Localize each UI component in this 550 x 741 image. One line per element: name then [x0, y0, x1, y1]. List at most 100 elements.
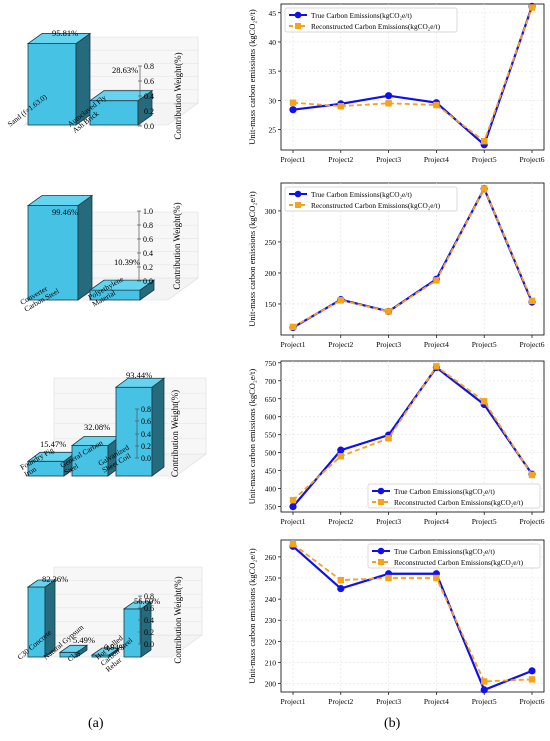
bar-top: [122, 601, 153, 610]
bar-top: [88, 279, 156, 291]
legend-label: True Carbon Emissions(kgCO₂e/t): [394, 487, 495, 496]
data-point: [337, 584, 345, 593]
y-tick-label: 700: [265, 377, 277, 386]
x-tick-label: Project3: [376, 155, 401, 164]
z-tick-label: 0.0: [143, 277, 153, 286]
x-tick-label: Project2: [328, 517, 353, 526]
legend-marker: [378, 499, 384, 505]
data-point: [433, 574, 440, 582]
y-tick-label: 250: [265, 574, 277, 583]
series-line: [292, 186, 533, 328]
bar-top: [26, 33, 92, 44]
z-tick-label: 0.8: [143, 221, 153, 230]
y-tick-label: 40: [269, 38, 277, 47]
y-axis-label: Unit-mass carbon emissions (kgCO₂e/t): [247, 9, 257, 145]
x-tick-label: Project6: [520, 697, 545, 706]
legend-label: Reconstructed Carbon Emissions(kgCO₂e/t): [311, 201, 441, 210]
bar-front: [89, 100, 139, 126]
x-tick-label: Project4: [424, 155, 449, 164]
panel-label-b: (b): [384, 716, 401, 731]
bar-data-label: 28.63%: [112, 65, 138, 75]
x-tick-label: Project4: [424, 340, 449, 349]
legend: True Carbon Emissions(kgCO₂e/t) Reconstru…: [367, 483, 541, 509]
data-point: [480, 686, 488, 694]
x-tick-label: Project3: [376, 697, 401, 706]
y-tick-label: 260: [265, 553, 277, 562]
bar-2: [70, 435, 122, 477]
x-tick-label: Project5: [472, 517, 497, 526]
bar-top: [90, 647, 121, 656]
panel-label-a: (a): [88, 716, 104, 731]
legend-marker: [294, 190, 302, 198]
legend-box: [284, 7, 458, 33]
series-line: [292, 545, 533, 692]
z-tick-label: 0.8: [144, 62, 154, 71]
x-tick-label: Project2: [328, 697, 353, 706]
bar-data-label: 0.94%: [104, 642, 126, 652]
data-point: [337, 446, 345, 454]
y-tick-label: 230: [265, 616, 277, 625]
series-line: [292, 7, 533, 143]
data-point: [289, 541, 297, 548]
z-tick-label: 0.4: [141, 430, 151, 439]
y-tick-label: 200: [265, 269, 277, 278]
bar-front: [71, 445, 109, 477]
y-tick-label: 400: [265, 485, 277, 494]
y-tick-label: 25: [269, 126, 277, 135]
bar-data-label: 5.49%: [73, 635, 95, 645]
legend-marker: [377, 547, 385, 555]
bar-top: [58, 644, 89, 653]
y-tick-label: 220: [265, 637, 277, 646]
data-point: [385, 574, 392, 582]
z-tick-label: 0.8: [141, 405, 151, 414]
y-tick-label: 600: [265, 413, 277, 422]
z-axis: 0.0 0.2 0.4 0.6 0.8 Contribution Weight(%): [138, 52, 183, 140]
y-tick-label: 240: [265, 595, 277, 604]
legend-marker: [378, 559, 384, 565]
bar-front: [27, 43, 77, 126]
legend-marker: [295, 23, 301, 29]
z-tick-label: 0.6: [144, 604, 154, 613]
bar-data-label: 95.81%: [52, 28, 78, 38]
x-tick-label: Project1: [281, 517, 306, 526]
data-point: [337, 103, 344, 110]
z-tick-label: 0.2: [144, 628, 154, 637]
bar-1: [26, 194, 94, 301]
y-tick-label: 750: [265, 359, 277, 368]
y-tick-label: 30: [269, 96, 277, 105]
legend: True Carbon Emissions(kgCO₂e/t) Reconstru…: [284, 186, 458, 212]
legend-label: True Carbon Emissions(kgCO₂e/t): [311, 190, 412, 199]
x-tick-label: Project4: [424, 697, 449, 706]
x-tick-label: Project6: [520, 517, 545, 526]
series-line: [292, 5, 534, 147]
legend-box: [367, 483, 541, 509]
data-point: [433, 363, 440, 370]
data-point: [528, 471, 536, 479]
x-tick-label: Project5: [472, 340, 497, 349]
x-tick-label: Project6: [520, 340, 545, 349]
data-point: [289, 503, 297, 511]
y-tick-label: 210: [265, 658, 277, 667]
data-point: [385, 308, 392, 315]
z-tick-label: 0.0: [144, 122, 154, 131]
z-tick-label: 0.0: [144, 640, 154, 649]
series-2: [289, 185, 536, 331]
bar-front: [115, 386, 153, 477]
line-chart-6: 350 400 450 500 550 600 650 700 750 Project1 Proje…: [247, 359, 545, 526]
x-tick-label: Project1: [281, 340, 306, 349]
bar-data-label: 10.39%: [114, 257, 140, 267]
bar-data-label: 82.36%: [42, 574, 68, 584]
legend-box: [284, 186, 458, 212]
bar-data-label: 32.08%: [84, 422, 110, 432]
bar-4: [122, 601, 153, 658]
bar-chart-1: 95.81%Sand (f=1.63.0)28.63%Autoclaved Fl…: [6, 28, 199, 140]
bar-1: [26, 32, 92, 126]
legend-marker: [294, 11, 302, 19]
legend: True Carbon Emissions(kgCO₂e/t) Reconstru…: [284, 7, 458, 33]
y-axis-label: Unit-mass carbon emissions (kgCO₂e/t): [247, 548, 257, 684]
bar-front: [27, 205, 79, 301]
bar-chart-3: 99.46%ConverterCarbon Steel10.39%Polyeth…: [19, 194, 199, 314]
x-tick-label: Project1: [281, 697, 306, 706]
